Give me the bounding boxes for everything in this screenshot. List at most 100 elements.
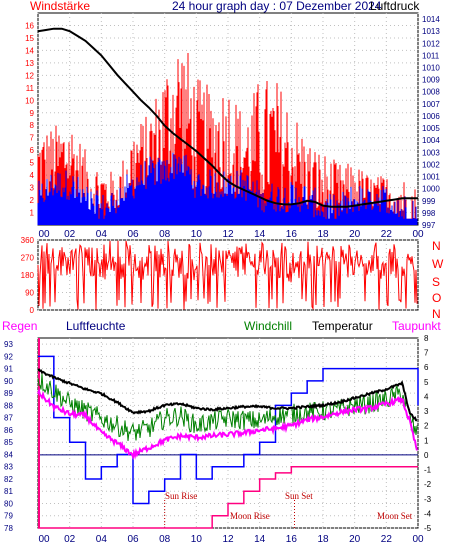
top-x-tick-label: 12 [222,229,234,240]
top-right-tick-label: 999 [422,197,436,206]
bottom-left-tick-label: 81 [4,487,13,496]
bottom-x-tick-label: 04 [96,534,108,545]
humidity-line [38,355,419,505]
top-right-tick-label: 997 [422,221,436,230]
top-right-tick-label: 998 [422,209,436,218]
top-left-tick-label: 11 [26,84,35,93]
bottom-left-tick-label: 90 [4,377,13,386]
middle-tick-label: 180 [21,271,35,280]
top-x-tick-label: 08 [159,229,171,240]
middle-tick-label: 270 [21,254,35,263]
top-right-tick-label: 1006 [422,112,440,121]
right-header-label: Luftdruck [370,0,420,13]
bottom-right-tick-label: 0 [424,451,429,460]
axes-layer: 1234567891011121314151699799899910001001… [4,15,440,545]
bottom-x-tick-label: 10 [191,534,203,545]
middle-tick-label: 360 [21,236,35,245]
bottom-x-tick-label: 12 [222,534,234,545]
bottom-left-tick-label: 88 [4,401,13,410]
bottom-x-tick-label: 16 [286,534,298,545]
middle-tick-label: 0 [30,306,35,315]
rain-line [38,465,418,529]
windchill-label: Windchill [244,319,292,333]
direction-label-s: S [432,275,440,289]
top-left-tick-label: 13 [25,59,34,68]
temperatur-label: Temperatur [312,319,373,333]
bottom-right-tick-label: 2 [424,422,429,431]
bottom-x-tick-label: 22 [381,534,393,545]
top-left-tick-label: 7 [30,134,35,143]
top-x-tick-label: 00 [38,229,50,240]
top-left-tick-label: 16 [25,21,34,30]
bottom-right-tick-label: -2 [424,480,432,489]
top-right-tick-label: 1005 [422,124,440,133]
bottom-left-tick-label: 92 [4,352,13,361]
top-left-tick-label: 8 [30,121,35,130]
bottom-x-tick-label: 14 [254,534,266,545]
left-header-label: Windstärke [30,0,90,13]
top-right-tick-label: 1010 [422,64,440,73]
top-right-tick-label: 1004 [422,136,440,145]
top-left-tick-label: 10 [25,96,34,105]
bottom-right-tick-label: -5 [424,524,432,533]
bottom-left-tick-label: 91 [4,365,13,374]
sun-rise-label: Sun Rise [165,491,197,501]
bottom-x-tick-label: 06 [127,534,139,545]
bottom-x-tick-label: 00 [412,534,424,545]
top-right-tick-label: 1013 [422,27,440,36]
bottom-left-tick-label: 80 [4,499,13,508]
bottom-right-tick-label: 4 [424,392,429,401]
moon-set-label: Moon Set [377,511,413,521]
top-right-tick-label: 1007 [422,100,440,109]
bottom-left-tick-label: 82 [4,475,13,484]
top-left-tick-label: 9 [30,109,35,118]
dewpoint-line [37,388,418,461]
direction-label-w: W [432,257,444,271]
sun-set-label: Sun Set [285,491,313,501]
top-left-tick-label: 3 [30,184,35,193]
top-x-tick-label: 22 [381,229,393,240]
bottom-left-tick-label: 83 [4,463,13,472]
bottom-right-tick-label: -3 [424,495,432,504]
bottom-right-tick-label: 6 [424,363,429,372]
bottom-right-tick-label: -4 [424,509,432,518]
top-left-tick-label: 6 [30,146,35,155]
bottom-right-tick-label: -1 [424,466,432,475]
bottom-x-tick-label: 20 [349,534,361,545]
top-left-tick-label: 15 [25,34,34,43]
top-left-tick-label: 2 [30,196,35,205]
bottom-left-tick-label: 79 [4,512,13,521]
regen-label: Regen [2,319,37,333]
pressure-line [37,27,418,208]
bottom-x-tick-label: 18 [317,534,329,545]
bottom-x-tick-label: 02 [64,534,76,545]
bottom-left-tick-label: 89 [4,389,13,398]
direction-label-n1: N [432,239,441,253]
top-x-tick-label: 18 [317,229,329,240]
bottom-left-tick-label: 93 [4,340,13,349]
bottom-right-tick-label: 5 [424,378,429,387]
bottom-right-tick-label: 7 [424,349,429,358]
bottom-right-tick-label: 1 [424,436,429,445]
top-left-tick-label: 4 [30,171,35,180]
chart-title: 24 hour graph day : 07 Dezember 2024 [172,0,382,13]
top-right-tick-label: 1012 [422,39,440,48]
top-x-tick-label: 02 [64,229,76,240]
bottom-left-tick-label: 87 [4,414,13,423]
moon-rise-label: Moon Rise [230,511,270,521]
top-x-tick-label: 06 [127,229,139,240]
top-right-tick-label: 1001 [422,173,440,182]
top-right-tick-label: 1014 [422,15,440,24]
wind-direction-line [37,240,418,311]
top-right-tick-label: 1000 [422,185,440,194]
middle-tick-label: 90 [25,289,34,298]
top-left-tick-label: 12 [25,71,34,80]
taupunkt-label: Taupunkt [392,319,441,333]
top-right-tick-label: 1009 [422,76,440,85]
top-x-tick-label: 20 [349,229,361,240]
top-left-tick-label: 14 [25,46,34,55]
top-left-tick-label: 5 [30,159,35,168]
bottom-x-tick-label: 00 [38,534,50,545]
